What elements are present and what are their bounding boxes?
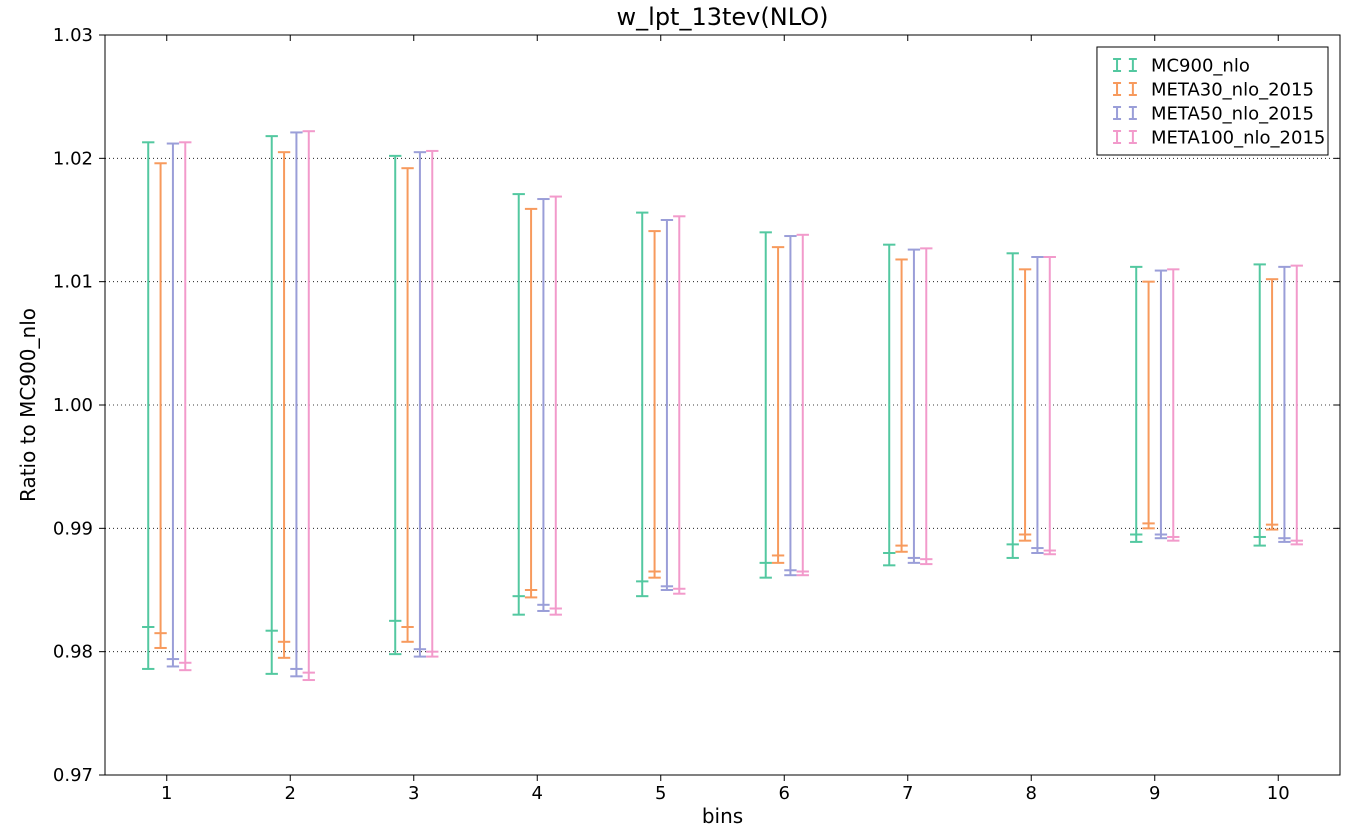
ytick-label: 1.01 (53, 272, 93, 293)
chart-title: w_lpt_13tev(NLO) (617, 3, 829, 31)
ytick-label: 1.02 (53, 148, 93, 169)
chart-container: 1 2 3 4 5 6 7 8 9 10 0.97 0.98 0.99 1.00 1.01 1.02 1.03 b… (0, 0, 1353, 830)
legend-label: META50_nlo_2015 (1151, 103, 1314, 124)
ylabel: Ratio to MC900_nlo (16, 308, 40, 502)
xtick-label: 7 (902, 783, 913, 804)
xtick-label: 1 (161, 783, 172, 804)
xtick-label: 6 (779, 783, 790, 804)
chart-svg: 1 2 3 4 5 6 7 8 9 10 0.97 0.98 0.99 1.00 1.01 1.02 1.03 b… (0, 0, 1353, 830)
ytick-label: 0.98 (53, 642, 93, 663)
xtick-label: 10 (1267, 783, 1290, 804)
xtick-label: 8 (1026, 783, 1037, 804)
ytick-label: 1.03 (53, 25, 93, 46)
xtick-label: 3 (408, 783, 419, 804)
ytick-label: 0.99 (53, 518, 93, 539)
xtick-label: 9 (1149, 783, 1160, 804)
ytick-label: 0.97 (53, 765, 93, 786)
xtick-label: 2 (285, 783, 296, 804)
legend-label: MC900_nlo (1151, 55, 1250, 76)
ytick-label: 1.00 (53, 395, 93, 416)
xlabel: bins (702, 804, 743, 828)
xtick-label: 4 (532, 783, 543, 804)
legend-label: META100_nlo_2015 (1151, 127, 1325, 148)
legend-label: META30_nlo_2015 (1151, 79, 1314, 100)
xtick-label: 5 (655, 783, 666, 804)
